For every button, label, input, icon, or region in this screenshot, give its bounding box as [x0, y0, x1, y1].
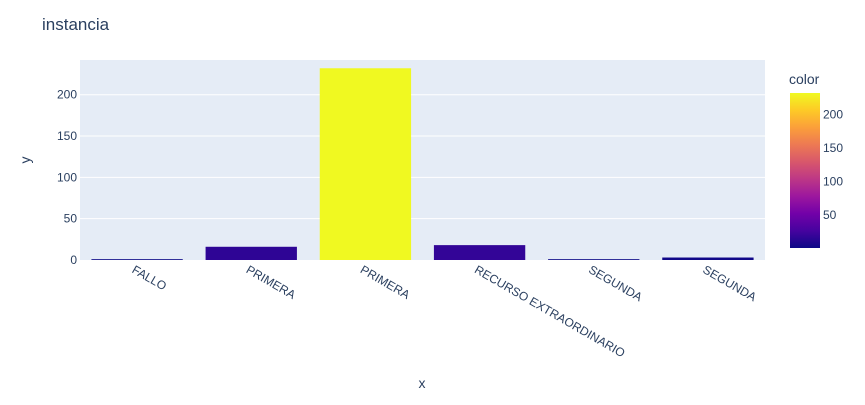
bar: [319, 68, 412, 260]
bar: [433, 245, 526, 260]
y-tick-label: 200: [57, 88, 77, 102]
x-tick-label: SEGUNDA: [586, 262, 644, 304]
y-tick-label: 100: [57, 170, 77, 184]
bars: [91, 68, 754, 260]
bar: [548, 259, 640, 260]
bar: [662, 257, 754, 260]
y-tick-label: 0: [70, 253, 77, 267]
bar: [205, 246, 297, 260]
y-axis-title: y: [17, 157, 33, 164]
grid-lines: [80, 94, 765, 220]
x-tick-label: PRIMERA: [244, 262, 298, 301]
x-tick-label: PRIMERA: [358, 262, 412, 301]
y-tick-label: 150: [57, 129, 77, 143]
colorbar-gradient: [790, 93, 820, 248]
plot-area: [80, 60, 765, 260]
x-axis-ticks: FALLO PRIMERA PRIMERA RECURSO EXTRAORDINARI…: [130, 262, 759, 360]
colorbar: color 50 100 150 200: [789, 71, 843, 248]
colorbar-tick-label: 50: [823, 208, 837, 222]
y-axis-ticks: 0 50 100 150 200: [57, 88, 77, 267]
colorbar-title: color: [789, 71, 820, 87]
colorbar-tick-label: 100: [823, 175, 843, 189]
colorbar-tick-label: 150: [823, 141, 843, 155]
x-axis-title: x: [419, 375, 426, 391]
x-tick-label: SEGUNDA: [700, 262, 758, 304]
chart-title: instancia: [42, 15, 110, 34]
bar: [91, 259, 183, 260]
colorbar-tick-label: 200: [823, 107, 843, 121]
x-tick-label: FALLO: [130, 262, 169, 293]
y-tick-label: 50: [64, 212, 78, 226]
